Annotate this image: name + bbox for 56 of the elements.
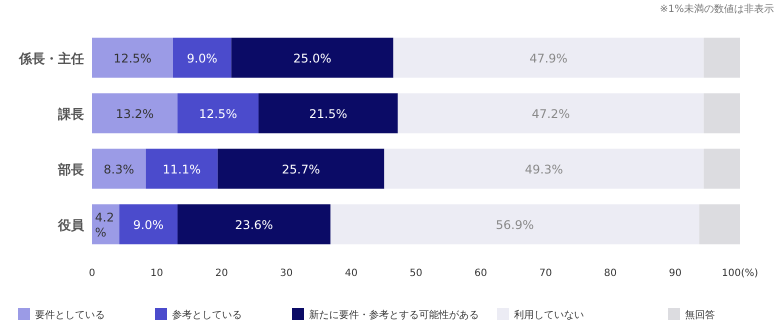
x-tick-label: 10 [150, 268, 164, 279]
legend-label: 新たに要件・参考とする可能性がある [309, 309, 479, 321]
x-tick-label: 20 [215, 268, 228, 279]
y-tick-label: 係長・主任 [18, 50, 84, 67]
data-label: 9.0% [186, 51, 218, 66]
data-label: 25.0% [293, 51, 332, 66]
x-tick-label: 80 [604, 268, 617, 279]
data-label: 12.5% [113, 51, 152, 66]
data-label: 23.6% [234, 218, 274, 232]
bar [330, 204, 700, 244]
x-tick-label: 30 [280, 268, 293, 279]
x-tick-label: 40 [344, 268, 358, 279]
bar [704, 148, 740, 189]
bar [119, 204, 178, 244]
x-tick-label: 60 [474, 268, 488, 279]
data-label: 9.0% [133, 218, 164, 232]
bar [258, 93, 398, 134]
bar [92, 38, 173, 78]
bar [178, 204, 330, 244]
legend-label: 参考としている [172, 309, 242, 321]
x-tick-label: 0 [88, 268, 96, 279]
legend-label: 無回答 [685, 309, 715, 321]
bar [231, 38, 394, 78]
data-label: 21.5% [309, 106, 348, 121]
data-label: 56.9% [496, 218, 534, 232]
bar [218, 148, 384, 189]
data-label: 11.1% [162, 162, 201, 176]
legend-label: 利用していない [514, 309, 584, 321]
bar [92, 93, 178, 134]
data-label: 12.5% [198, 106, 238, 121]
y-tick-label: 部長 [57, 162, 84, 178]
bar [178, 93, 259, 134]
bar [146, 148, 218, 189]
data-label: 47.9% [529, 51, 568, 66]
data-label: 25.7% [282, 162, 320, 176]
y-tick-label: 課長 [57, 106, 84, 122]
y-tick-label: 役員 [57, 218, 85, 234]
data-label: 8.3% [104, 162, 134, 176]
x-tick-label: 90 [668, 268, 682, 279]
data-label: 4.2% [95, 210, 114, 240]
x-tick-label: 50 [410, 268, 422, 279]
bar [704, 38, 740, 78]
bar [173, 38, 232, 78]
legend-label: 要件としている [35, 310, 105, 321]
bar [92, 148, 146, 189]
bar [384, 148, 704, 189]
bar [393, 38, 704, 78]
data-label: 49.3% [524, 162, 564, 176]
text: ※1%未満の数値は非表示 [660, 3, 774, 15]
bar [704, 93, 740, 134]
data-label: 47.2% [532, 106, 570, 121]
bar [398, 93, 704, 134]
x-tick-label: 70 [539, 268, 552, 279]
x-tick-label: 100(%) [722, 268, 758, 279]
data-label: 13.2% [116, 106, 154, 121]
bar [699, 204, 740, 244]
